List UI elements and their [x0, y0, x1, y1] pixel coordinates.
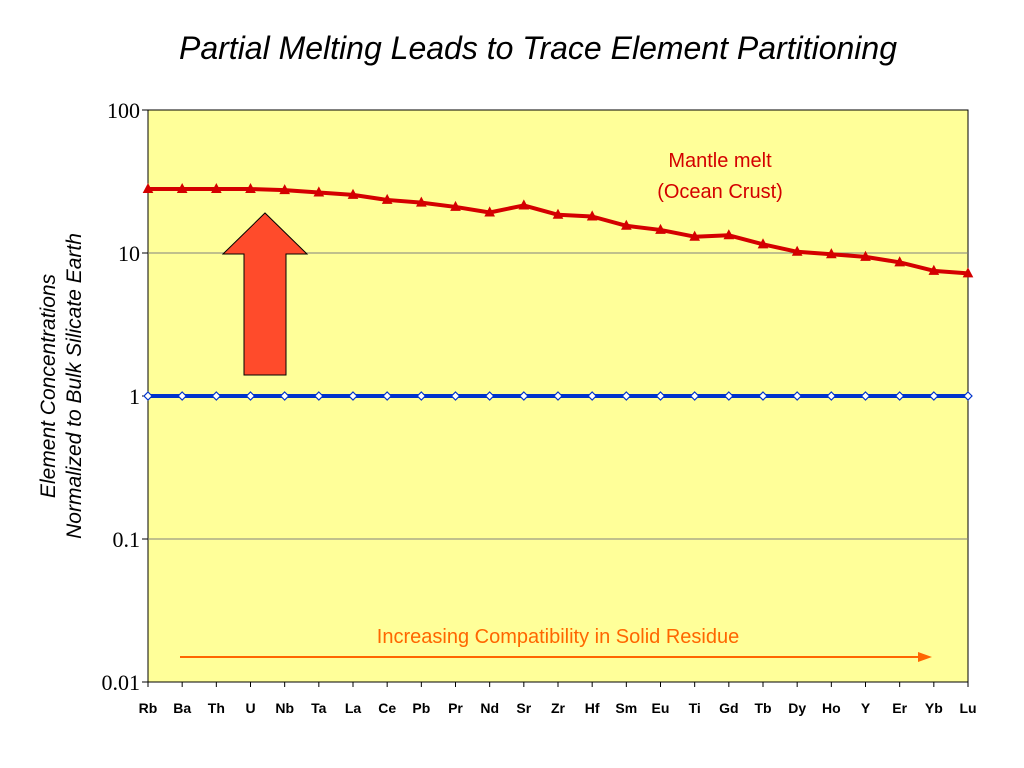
series-point: [621, 391, 632, 401]
x-tick-label: Ho: [822, 700, 841, 716]
series-point: [655, 223, 666, 234]
x-tick-label: Eu: [652, 700, 670, 716]
series-point: [143, 391, 153, 401]
series-point: [928, 391, 939, 401]
x-tick-label: Y: [861, 700, 871, 716]
series-point: [279, 184, 290, 195]
series-point: [347, 188, 359, 199]
y-tick-label: 0.1: [113, 527, 141, 552]
x-tick-label: La: [345, 700, 362, 716]
x-tick-label: Pr: [448, 700, 463, 716]
series-point: [689, 230, 700, 241]
series-point: [757, 238, 769, 249]
series-point: [860, 391, 871, 401]
series-point: [689, 391, 700, 401]
x-tick-label: Pb: [412, 700, 430, 716]
series-point: [552, 208, 564, 219]
series-point: [416, 196, 427, 207]
x-tick-label: Nd: [480, 700, 499, 716]
chart-title: Partial Melting Leads to Trace Element P…: [179, 30, 897, 66]
x-tick-label: Rb: [139, 700, 158, 716]
x-tick-label: Lu: [959, 700, 976, 716]
x-tick-label: Sm: [615, 700, 637, 716]
y-tick-label: 0.01: [102, 670, 141, 695]
x-tick-label: Er: [892, 700, 907, 716]
x-tick-label: Ce: [378, 700, 396, 716]
x-tick-label: Sr: [516, 700, 531, 716]
series-point: [313, 186, 325, 197]
series-point: [484, 206, 495, 217]
series-point: [142, 182, 154, 194]
x-tick-label: Th: [208, 700, 225, 716]
y-axis-label-line-2: Normalized to Bulk Silicate Earth: [63, 233, 86, 539]
series-point: [860, 250, 871, 261]
series-point: [382, 391, 393, 401]
series-point: [791, 245, 803, 256]
series-point: [245, 391, 256, 401]
series-point: [928, 264, 940, 275]
series-point: [723, 229, 735, 240]
series-point: [553, 391, 563, 401]
series-point: [450, 200, 461, 211]
compatibility-arrow-head-icon: [918, 652, 932, 662]
series-point: [518, 199, 530, 210]
x-tick-label: U: [245, 700, 255, 716]
x-tick-label: Tb: [754, 700, 771, 716]
series-point: [416, 391, 427, 401]
x-tick-label: Ba: [173, 700, 191, 716]
series-point: [211, 182, 222, 194]
series-point: [518, 391, 529, 401]
series-point: [177, 391, 188, 401]
series-point: [313, 391, 324, 401]
series-point: [826, 391, 837, 401]
x-tick-label: Gd: [719, 700, 738, 716]
series-point: [587, 391, 598, 401]
series-point: [484, 391, 495, 401]
series-point: [279, 391, 290, 401]
y-axis-label-line-1: Element Concentrations: [37, 273, 60, 498]
y-tick-label: 100: [107, 98, 140, 123]
series-point: [621, 219, 632, 230]
series-point: [586, 210, 598, 221]
x-tick-label: Ta: [311, 700, 327, 716]
series-point: [894, 256, 905, 267]
melt-label-line-2: (Ocean Crust): [657, 181, 783, 203]
series-point: [963, 391, 973, 401]
up-arrow-icon: [221, 212, 309, 376]
x-tick-label: Nb: [275, 700, 294, 716]
series-point: [176, 182, 188, 194]
x-tick-label: Dy: [788, 700, 806, 716]
series-point: [348, 391, 358, 401]
series-point: [792, 391, 803, 401]
melt-label-line-1: Mantle melt: [668, 150, 772, 172]
compatibility-label: Increasing Compatibility in Solid Residu…: [377, 626, 739, 648]
x-tick-label: Yb: [925, 700, 943, 716]
series-point: [655, 391, 666, 401]
series-point: [245, 182, 256, 194]
y-tick-label: 1: [129, 384, 140, 409]
y-axis-ticks: 100 10 1 0.1 0.01: [102, 98, 148, 695]
series-point: [211, 391, 222, 401]
x-tick-label: Zr: [551, 700, 566, 716]
x-tick-label: Ti: [689, 700, 701, 716]
series-point: [758, 391, 768, 401]
series-point: [723, 391, 734, 401]
series-layer: [142, 182, 974, 401]
x-axis-ticks: Rb Ba Th U Nb Ta La Ce Pb Pr Nd Sr Zr Hf Sm Eu Ti Gd Tb Dy H…: [139, 682, 977, 716]
series-point: [894, 391, 905, 401]
series-point: [826, 248, 837, 259]
series-point: [381, 193, 393, 204]
series-point: [962, 267, 974, 278]
y-tick-label: 10: [118, 241, 140, 266]
series-point: [450, 391, 461, 401]
x-tick-label: Hf: [585, 700, 600, 716]
